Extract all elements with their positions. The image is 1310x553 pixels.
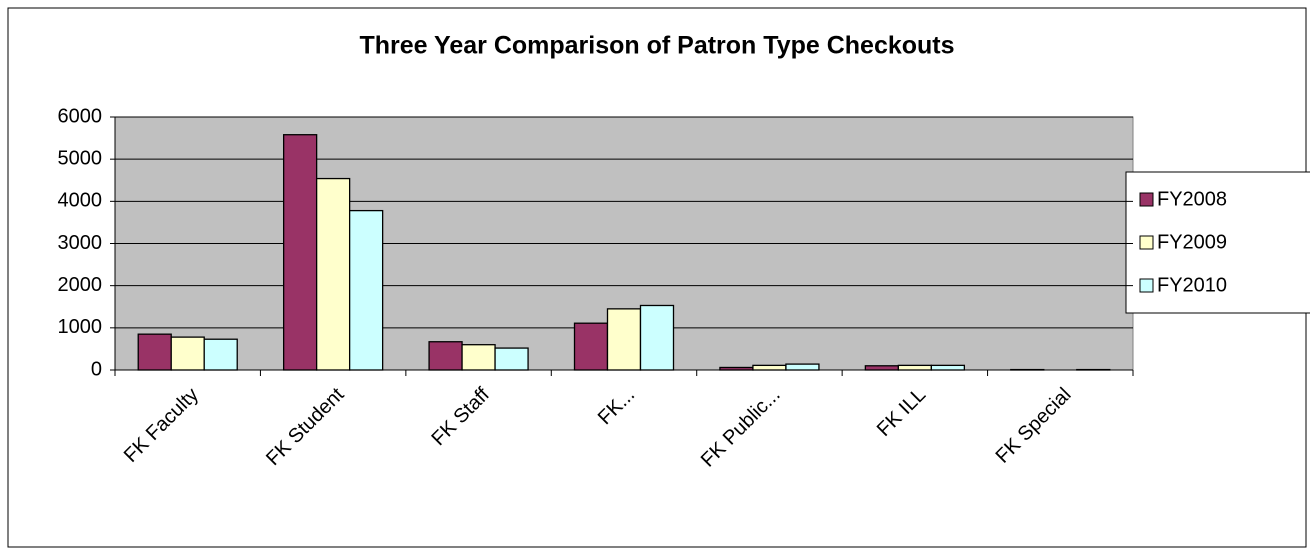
bar — [785, 363, 820, 371]
bar — [170, 336, 205, 371]
chart-title: Three Year Comparison of Patron Type Che… — [359, 32, 954, 60]
legend — [1125, 171, 1310, 314]
legend-swatch — [1139, 235, 1154, 250]
y-tick-label: 0 — [91, 358, 102, 380]
bar — [203, 338, 238, 371]
bar — [864, 365, 900, 371]
bar — [348, 209, 384, 371]
y-tick-label: 1000 — [58, 316, 103, 338]
legend-swatch — [1139, 192, 1154, 207]
legend-label: FY2009 — [1157, 231, 1227, 253]
y-tick-label: 6000 — [58, 105, 103, 127]
bar — [282, 134, 318, 371]
bar — [606, 308, 642, 371]
y-tick-label: 3000 — [58, 232, 103, 254]
bar — [137, 333, 172, 371]
legend-label: FY2008 — [1157, 188, 1227, 210]
bar — [461, 344, 496, 371]
y-tick-label: 5000 — [58, 147, 103, 169]
legend-label: FY2010 — [1157, 274, 1227, 296]
bar — [930, 364, 966, 371]
bar — [897, 364, 933, 371]
bar — [428, 341, 463, 371]
bar — [752, 364, 787, 371]
bar — [315, 177, 351, 371]
bar — [573, 322, 609, 371]
bar — [639, 304, 675, 371]
y-tick-label: 2000 — [58, 274, 103, 296]
bar — [494, 347, 529, 371]
y-tick-label: 4000 — [58, 190, 103, 212]
legend-swatch — [1139, 278, 1154, 293]
